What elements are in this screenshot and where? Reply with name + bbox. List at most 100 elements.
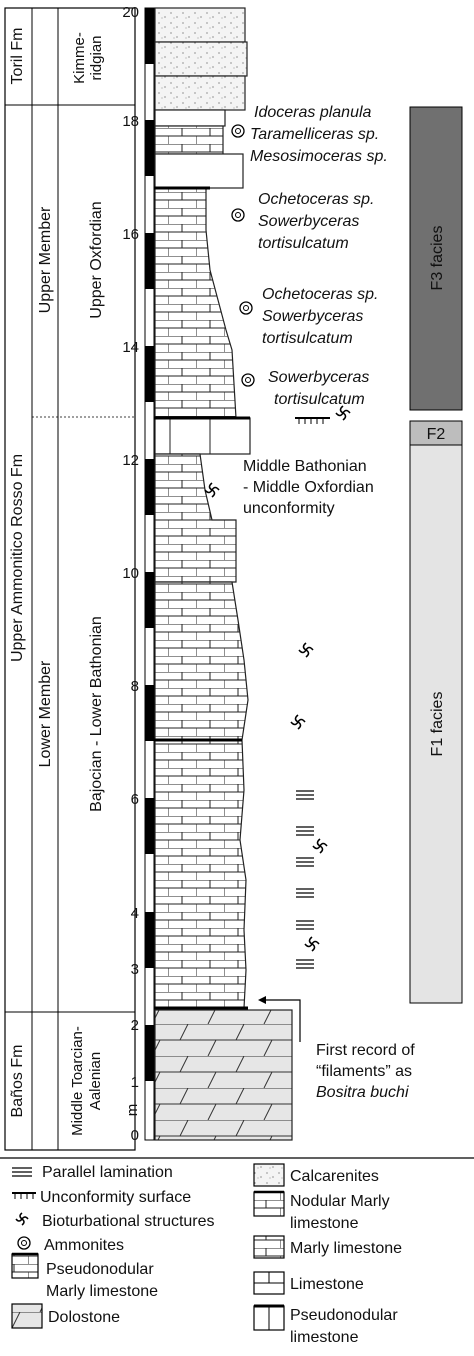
legend-label: Marly limestone [290, 1240, 402, 1257]
bioturbation-icon [290, 714, 306, 730]
nodular-marly-limestone [154, 581, 249, 1009]
first-record-note: First record of [316, 1042, 415, 1059]
unconformity-note: Middle Bathonian [243, 458, 367, 475]
scale-tick-2: 2 [131, 1017, 139, 1034]
limestone-swatch [253, 1271, 285, 1295]
formation-column [4, 7, 136, 1151]
member-label-lower: Lower Member [37, 660, 54, 767]
fossil-label: Sowerbyceras [262, 308, 363, 325]
legend-label: Parallel lamination [42, 1164, 173, 1181]
lithologic-column [154, 7, 293, 1141]
stage-label-toarcian-1: Middle Toarcian- [69, 1026, 86, 1136]
legend-label: Pseudonodular [290, 1307, 398, 1324]
limestone-bed [154, 109, 226, 127]
first-record-note: “filaments” as [316, 1063, 412, 1080]
calcarenite-bed [154, 41, 248, 77]
scale-tick-12: 12 [122, 452, 139, 469]
facies-column [409, 106, 463, 1004]
scale-unit: m [124, 1104, 141, 1117]
legend-label: Pseudonodular [46, 1261, 154, 1278]
scale-tick-1: 1 [131, 1074, 139, 1091]
fossil-label: Sowerbyceras [268, 369, 369, 386]
calcarenite-bed [154, 75, 246, 111]
legend-label: Dolostone [48, 1309, 120, 1326]
legend-label: Limestone [290, 1276, 364, 1293]
fossil-label: Sowerbyceras [258, 213, 359, 230]
stage-label-kimmeridgian-2: ridgian [88, 35, 105, 80]
nodular-marly-limestone [154, 187, 237, 419]
facies-label-f1: F1 facies [429, 692, 446, 757]
ammonite-icon [17, 1236, 31, 1250]
limestone-bed [154, 417, 251, 455]
scale-tick-10: 10 [122, 565, 139, 582]
marly-limestone [154, 453, 237, 583]
legend-label: Bioturbational structures [42, 1213, 215, 1230]
scale-tick-0: 0 [131, 1127, 139, 1144]
limestone-bed [154, 153, 244, 189]
ammonite-icon [241, 373, 255, 387]
first-record-arrow [258, 996, 301, 1042]
facies-bar-f3 [409, 106, 463, 411]
legend-left [11, 1167, 43, 1329]
parallel-lamination-icon [12, 1167, 32, 1177]
scale-tick-14: 14 [122, 339, 139, 356]
unconformity-note: unconformity [243, 500, 335, 517]
legend-label: Calcarenites [290, 1168, 379, 1185]
scale-tick-3: 3 [131, 961, 139, 978]
fossil-label: tortisulcatum [258, 235, 349, 252]
unconformity-note: - Middle Oxfordian [243, 479, 374, 496]
bioturbation-icon [312, 838, 328, 854]
facies-label-f2: F2 [427, 426, 446, 443]
fossil-label: Ochetoceras sp. [258, 191, 375, 208]
marly-limestone-swatch [253, 1235, 285, 1259]
unconformity-symbol [295, 417, 330, 424]
bioturbation-icon [335, 405, 351, 421]
pseudonodular-limestone-swatch [253, 1304, 285, 1331]
bioturbation-icon [15, 1212, 29, 1226]
first-record-note: Bositra buchi [316, 1084, 409, 1101]
bioturbation-icon [298, 642, 314, 658]
scale-tick-20: 20 [122, 4, 139, 21]
formation-label-banos: Baños Fm [9, 1045, 26, 1118]
member-label-upper: Upper Member [37, 206, 54, 313]
ammonite-icon [231, 124, 245, 138]
calcarenite-bed [154, 7, 246, 43]
scale-tick-8: 8 [131, 678, 139, 695]
fossil-label: Taramelliceras sp. [250, 126, 379, 143]
fossil-label: Mesosimoceras sp. [250, 148, 388, 165]
ammonite-icon [231, 208, 245, 222]
legend-right [253, 1163, 285, 1331]
legend-label: limestone [290, 1329, 359, 1346]
facies-bar-f2 [409, 420, 463, 446]
formation-label-rosso: Upper Ammonitico Rosso Fm [9, 454, 26, 662]
limestone-bed [154, 125, 224, 155]
pseudonodular-marly-limestone-swatch [11, 1252, 39, 1279]
calcarenites-swatch [253, 1163, 285, 1187]
dolostone-bed [154, 1009, 293, 1141]
meter-scale [144, 7, 155, 1141]
fossil-label: tortisulcatum [274, 391, 365, 408]
fossil-label: Ochetoceras sp. [262, 286, 379, 303]
stage-label-oxfordian: Upper Oxfordian [88, 201, 105, 318]
stage-label-bajocian: Bajocian - Lower Bathonian [88, 616, 105, 812]
legend-label: Nodular Marly [290, 1193, 390, 1210]
ammonite-icon [239, 301, 253, 315]
legend-label: Unconformity surface [40, 1189, 191, 1206]
fossil-label: tortisulcatum [262, 330, 353, 347]
bioturbation-icon [304, 936, 320, 952]
fossil-label: Idoceras planula [254, 104, 372, 121]
scale-tick-6: 6 [131, 791, 139, 808]
scale-tick-4: 4 [131, 905, 139, 922]
dolostone-swatch [11, 1303, 43, 1329]
formation-label-toril: Toril Fm [9, 28, 26, 85]
parallel-lamination-icon [296, 790, 314, 969]
bioturbation-icon [204, 482, 220, 498]
legend-label: Ammonites [44, 1237, 124, 1254]
scale-tick-16: 16 [122, 226, 139, 243]
facies-bar-f1 [409, 444, 463, 1004]
legend-label: Marly limestone [46, 1283, 158, 1300]
legend-label: limestone [290, 1215, 359, 1232]
scale-tick-18: 18 [122, 113, 139, 130]
facies-label-f3: F3 facies [429, 226, 446, 291]
